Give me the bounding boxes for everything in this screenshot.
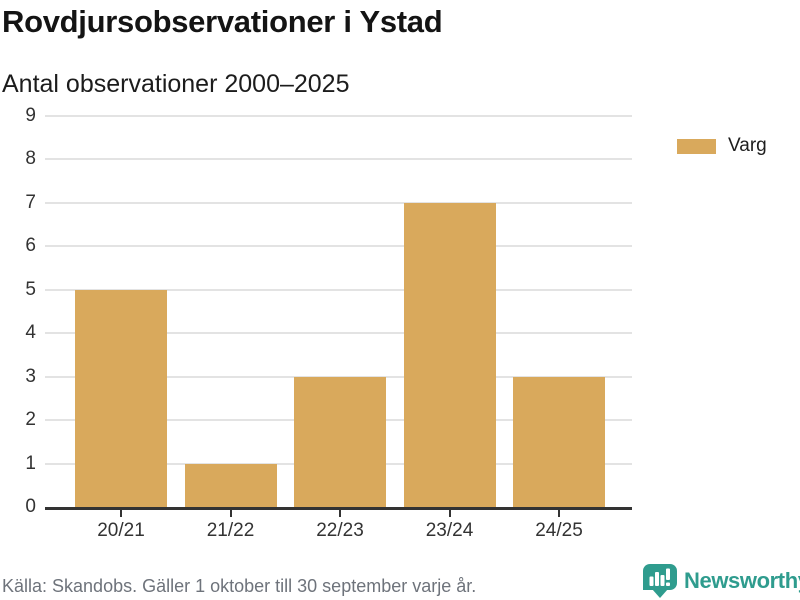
gridline-9 <box>45 115 632 117</box>
bar-20-21 <box>75 289 167 507</box>
bar-21-22 <box>184 463 277 507</box>
newsworthy-wordmark: Newsworthy <box>684 568 800 593</box>
x-tick-mark-20-21 <box>120 510 122 517</box>
y-tick-label-9: 9 <box>25 105 36 126</box>
x-axis-line <box>45 507 632 510</box>
chart-title: Rovdjursobservationer i Ystad <box>2 4 443 39</box>
y-tick-label-4: 4 <box>25 322 36 344</box>
bar-23-24 <box>403 202 496 507</box>
x-tick-mark-22-23 <box>339 510 341 517</box>
legend-label-varg: Varg <box>728 135 767 156</box>
y-tick-label-6: 6 <box>25 235 36 257</box>
newsworthy-chart-bubble-icon <box>643 564 677 598</box>
legend: Varg <box>677 135 767 157</box>
legend-swatch-varg <box>677 138 716 154</box>
x-tick-label-22-23: 22/23 <box>316 520 364 541</box>
y-tick-label-1: 1 <box>25 452 36 474</box>
x-tick-label-21-22: 21/22 <box>206 520 255 541</box>
bar-22-23 <box>294 376 386 507</box>
x-tick-mark-24-25 <box>558 510 560 517</box>
gridline-5 <box>45 288 632 291</box>
x-tick-label-24-25: 24/25 <box>535 520 583 541</box>
x-tick-label-23-24: 23/24 <box>425 520 474 541</box>
gridline-7 <box>45 201 632 204</box>
source-note: Källa: Skandobs. Gäller 1 oktober till 3… <box>2 576 477 596</box>
y-tick-label-5: 5 <box>25 278 36 300</box>
x-tick-label-20-21: 20/21 <box>97 520 145 541</box>
gridline-4 <box>45 332 632 335</box>
x-tick-mark-23-24 <box>448 510 451 517</box>
y-tick-label-8: 8 <box>25 148 36 170</box>
y-tick-label-7: 7 <box>25 191 36 213</box>
newsworthy-logo: Newsworthy <box>643 564 800 599</box>
y-tick-label-2: 2 <box>25 409 36 431</box>
y-tick-label-0: 0 <box>25 496 36 517</box>
chart-subtitle: Antal observationer 2000–2025 <box>2 70 350 98</box>
bar-24-25 <box>513 376 605 507</box>
y-tick-label-3: 3 <box>25 365 36 387</box>
gridline-8 <box>45 158 632 161</box>
x-tick-mark-21-22 <box>229 510 232 517</box>
gridline-6 <box>45 245 632 248</box>
